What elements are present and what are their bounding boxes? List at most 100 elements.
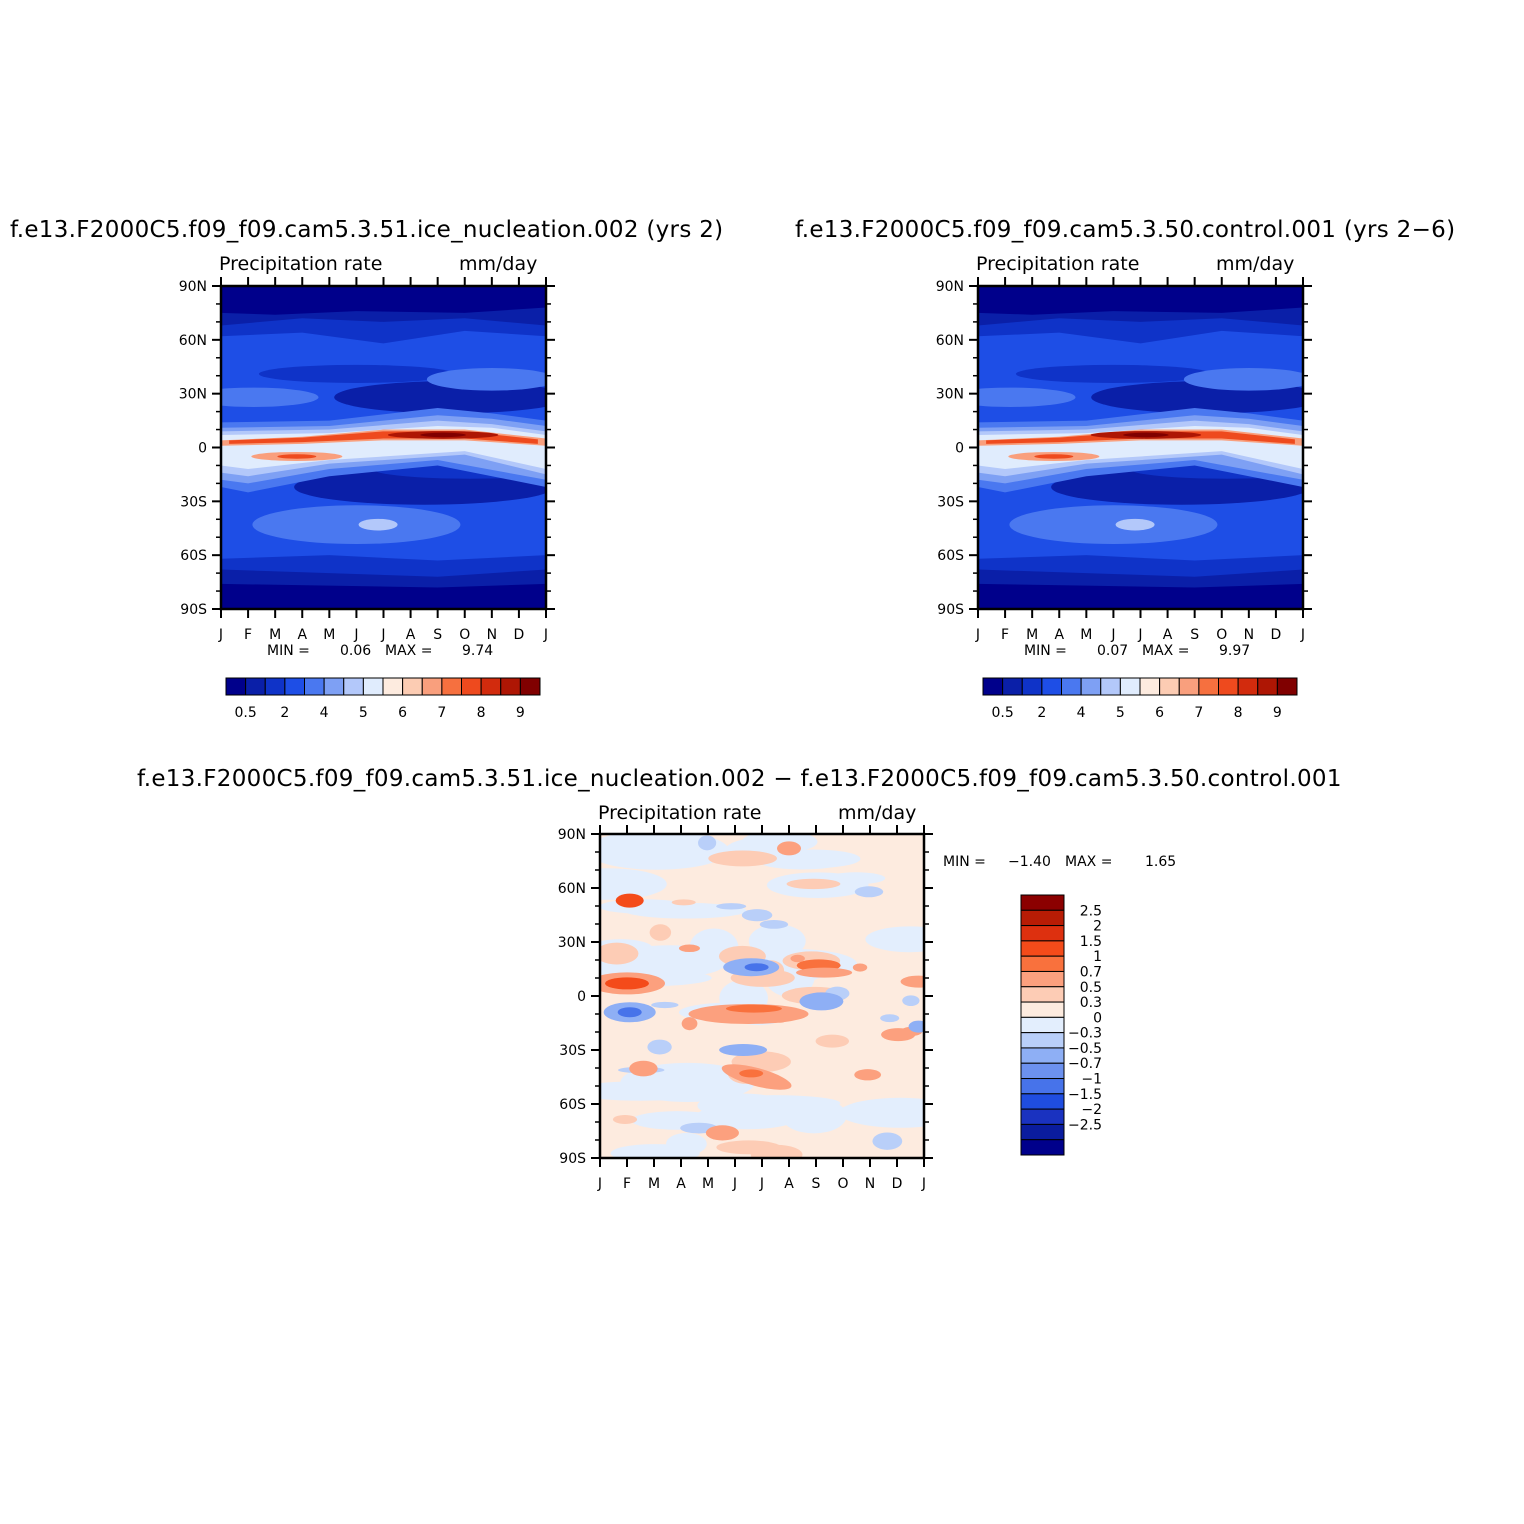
panel3-negative-patch	[827, 872, 886, 885]
panel3-feature-neg-jan-10s-core	[617, 1007, 642, 1018]
panel3-colorbar-label: −0.7	[1068, 1056, 1102, 1072]
panel3-negative-patch	[600, 834, 729, 870]
panel1-colorbar-label: 4	[320, 705, 329, 721]
panel1-xtick-label: M	[269, 627, 281, 643]
panel3-colorbar-label: 2.5	[1080, 903, 1102, 919]
panel3-feature-pos-jan-eq-core	[605, 977, 649, 990]
panel3-positive-patch-strong	[681, 1017, 698, 1031]
panel2-antarctic-cap	[978, 583, 1303, 609]
panel1-storm-track-south-core	[358, 518, 398, 531]
panel2-xtick-label: A	[1054, 627, 1064, 643]
panel3-positive-patch	[708, 850, 777, 867]
panel3-positive-patch	[750, 1144, 803, 1158]
panel3-feature-pos-aug-10n	[796, 967, 853, 978]
panel3-negative-patch	[624, 902, 747, 919]
panel1-arctic-cap	[221, 286, 546, 315]
panel3-colorbar-box	[1020, 1062, 1065, 1080]
panel2-ytick-label: 30N	[936, 387, 964, 403]
panel3-positive-patch	[815, 1034, 849, 1048]
panel3-feature-pos-jan-55n	[615, 893, 644, 908]
panel2-xtick-label: M	[1026, 627, 1038, 643]
panel3-colorbar-box	[1020, 1016, 1065, 1034]
panel2-xtick-label: J	[1110, 627, 1115, 643]
panel2-title: f.e13.F2000C5.f09_f09.cam5.3.50.control.…	[795, 217, 1456, 243]
panel3-xtick-label: A	[784, 1176, 794, 1192]
panel3-feature-neg-dec-15s	[908, 1020, 924, 1033]
panel3-negative-patch-strong	[854, 886, 884, 898]
panel3-colorbar-label: −2	[1081, 1102, 1102, 1118]
panel1-dry-patch-north	[258, 364, 454, 383]
panel2-colorbar-label: 4	[1077, 705, 1086, 721]
panel3-negative-patch-strong	[651, 1001, 679, 1009]
panel3-positive-patch-strong	[852, 963, 868, 972]
panel1-colorbar-label: 2	[280, 705, 289, 721]
panel3-negative-patch	[707, 1095, 841, 1112]
panel1-ytick-label: 60N	[179, 333, 207, 349]
panel3-feature-pos-dec-10n	[900, 975, 924, 988]
panel3-colorbar-label: 0.7	[1080, 964, 1102, 980]
panel1-xtick-label: A	[406, 627, 416, 643]
panel1-ytick-label: 30S	[180, 494, 207, 510]
panel2-colorbar-label: 5	[1116, 705, 1125, 721]
panel3-positive-patch	[600, 942, 639, 965]
panel1-colorbar-label: 9	[516, 705, 525, 721]
panel1-itcz-peak	[420, 432, 466, 438]
panel1-ytick-label: 30N	[179, 387, 207, 403]
panel3-xtick-label: M	[648, 1176, 660, 1192]
panel3-negative-patch	[600, 1081, 710, 1101]
panel3-colorbar-box	[1020, 1139, 1065, 1156]
panel2-storm-track-north	[1183, 368, 1303, 391]
panel3-positive-patch	[649, 924, 672, 941]
panel3-feature-neg-jun-15n-core	[744, 963, 769, 972]
panel1-xtick-label: A	[297, 627, 307, 643]
panel3-colorbar-label: −0.3	[1068, 1026, 1102, 1042]
panel2-southern-branch-core	[1034, 454, 1074, 459]
panel3-colorbar-label: 1.5	[1080, 934, 1102, 950]
panel1-title: f.e13.F2000C5.f09_f09.cam5.3.51.ice_nucl…	[10, 217, 724, 243]
panel2-colorbar-label: 9	[1273, 705, 1282, 721]
panel3-colorbar-box	[1020, 970, 1065, 988]
panel2-xtick-label: F	[1001, 627, 1009, 643]
panel2-storm-track-south	[1009, 505, 1218, 545]
panel2-colorbar-label: 0.5	[991, 705, 1013, 721]
panel1-ytick-label: 0	[198, 441, 207, 457]
panel3-colorbar-box	[1020, 1001, 1065, 1018]
panel3-colorbar-box	[1020, 1032, 1065, 1049]
panel3-colorbar-box	[1020, 1047, 1065, 1064]
panel3-max-label: MAX =	[1065, 854, 1113, 870]
panel2-field	[978, 286, 1303, 609]
panel1-southern-branch-core	[277, 454, 317, 459]
panel2-storm-track-south-core	[1115, 518, 1155, 531]
panel3-negative-patch-strong	[880, 1014, 900, 1023]
panel3-colorbar-label: −1.5	[1068, 1087, 1102, 1103]
panel1-field	[221, 286, 546, 609]
panel1-storm-track-south	[252, 505, 461, 545]
panel2-min-value: 0.07	[1097, 643, 1129, 659]
panel3-ytick-label: 60N	[558, 881, 586, 897]
panel1-xtick-label: D	[514, 627, 525, 643]
panel1-min-label: MIN =	[267, 643, 310, 659]
panel1-variable-label: Precipitation rate	[219, 253, 383, 275]
panel2-itcz-peak	[1123, 432, 1169, 438]
panel1-ytick-label: 90S	[180, 602, 207, 618]
panel2-colorbar-label: 7	[1194, 705, 1203, 721]
panel3-positive-patch	[786, 878, 841, 890]
panel1-ytick-label: 60S	[180, 548, 207, 564]
panel3-max-value: 1.65	[1145, 854, 1177, 870]
panel3-colorbar-label: 0.3	[1080, 995, 1102, 1011]
panel3-colorbar-label: 0	[1093, 1010, 1102, 1026]
panel2-max-label: MAX =	[1142, 643, 1190, 659]
panel3-negative-patch-strong	[759, 920, 789, 929]
panel3-negative-patch-strong	[698, 835, 717, 851]
panel3-ytick-label: 0	[577, 989, 586, 1005]
panel1-xtick-label: J	[353, 627, 358, 643]
panel3-xtick-label: M	[702, 1176, 714, 1192]
panel3-xtick-label: O	[837, 1176, 848, 1192]
panel2-variable-label: Precipitation rate	[976, 253, 1140, 275]
panel3-feature-pos-jul-80n	[777, 841, 801, 856]
panel3-min-label: MIN =	[943, 854, 986, 870]
panel3-feature-pos-mar-50n	[671, 899, 696, 906]
